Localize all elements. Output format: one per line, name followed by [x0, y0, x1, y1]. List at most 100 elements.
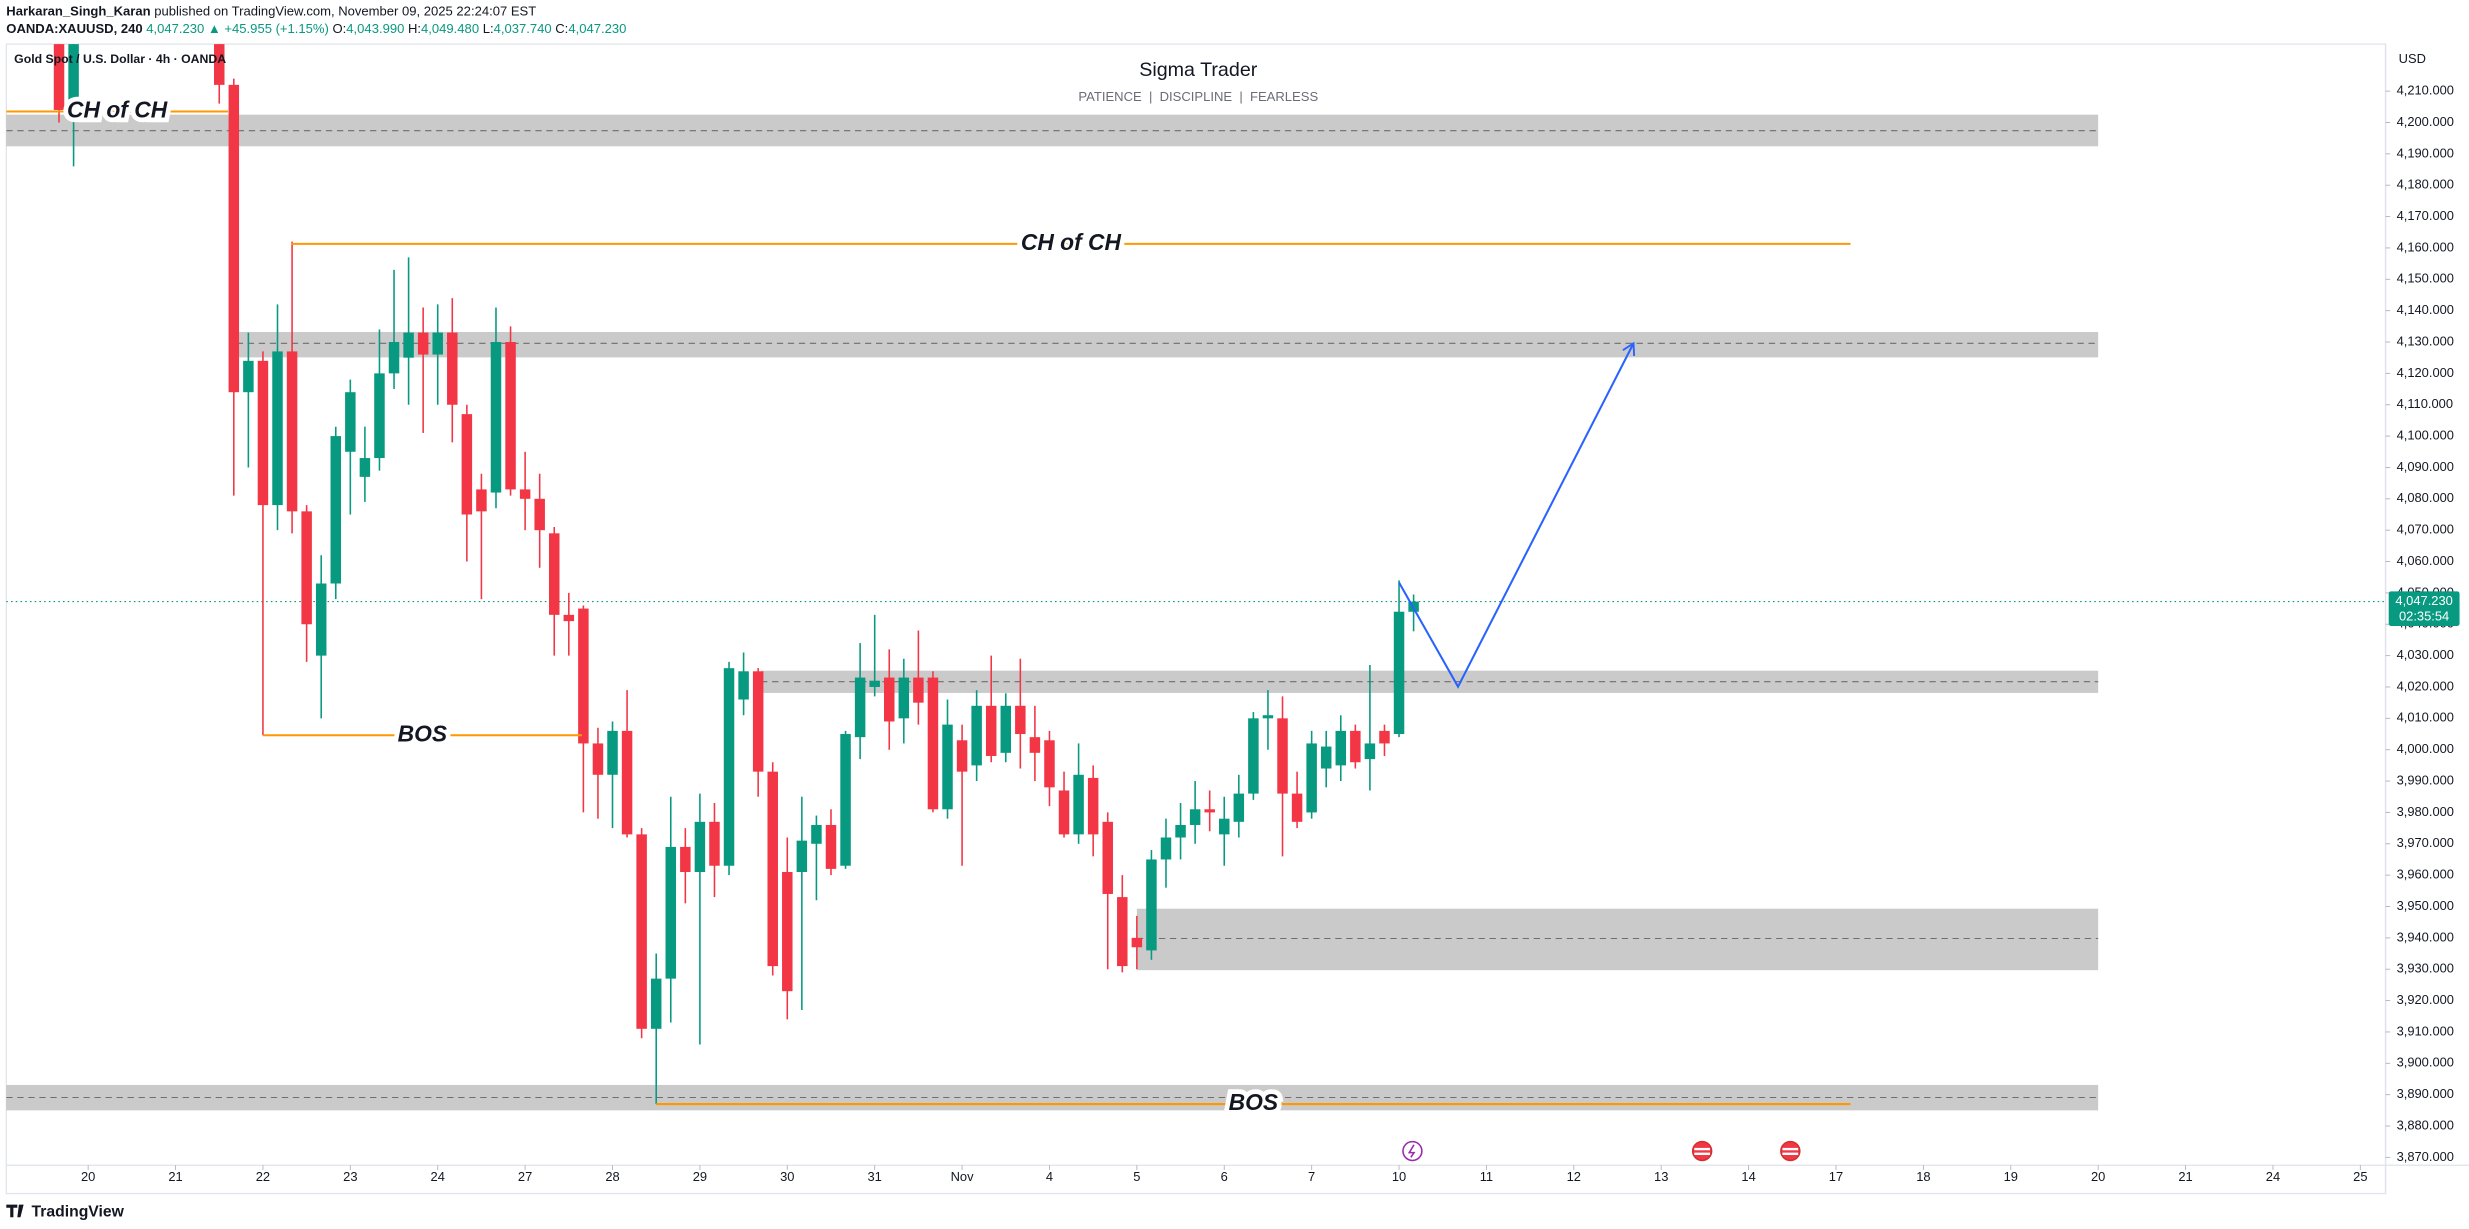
x-tick-label: 11: [1480, 1169, 1493, 1184]
candle-body: [315, 583, 327, 656]
x-tick-label: 23: [343, 1169, 357, 1184]
y-tick-label: 4,100.000: [2397, 428, 2454, 443]
x-tick-label: 10: [1392, 1169, 1406, 1184]
candle-body: [621, 730, 633, 835]
y-tick-label: 3,930.000: [2397, 961, 2454, 976]
last-price-box: [2388, 591, 2460, 626]
candle-body: [214, 44, 225, 85]
candle-body: [359, 458, 371, 477]
candle-body: [519, 489, 531, 499]
h-key: H:: [408, 21, 421, 36]
x-tick-label: 21: [2178, 1169, 2192, 1184]
flag-icon: [1782, 1147, 1799, 1151]
candle-body: [607, 730, 618, 775]
y-tick-label: 3,870.000: [2397, 1149, 2454, 1164]
x-tick-label: 28: [605, 1169, 619, 1184]
candle-body: [243, 360, 254, 393]
flag-icon: [1691, 1140, 1713, 1162]
currency: USD: [2399, 51, 2426, 66]
candle-body: [1291, 793, 1303, 822]
candle-body: [680, 846, 691, 873]
candle-body: [1087, 777, 1099, 835]
candle-body: [1044, 740, 1055, 788]
x-tick-label: 31: [868, 1169, 882, 1184]
symbol-line: OANDA:XAUUSD, 240 4,047.230 ▲ +45.955 (+…: [6, 21, 626, 36]
plot: CH of CH CH of CH BOS BOS: [6, 44, 2386, 1120]
change: ▲ +45.955 (+1.15%): [208, 21, 329, 36]
candle-body: [68, 44, 79, 110]
y-tick-label: 3,920.000: [2397, 992, 2454, 1007]
level-label: CH of CH: [1021, 229, 1122, 255]
candle-body: [1117, 897, 1128, 967]
candle-body: [898, 677, 910, 719]
candle-body: [1335, 730, 1347, 766]
o-val: 4,043.990: [346, 21, 404, 36]
x-tick-label: 4: [1046, 1169, 1053, 1184]
flag-icon: [1694, 1147, 1711, 1151]
countdown: 02:35:54: [2399, 609, 2449, 624]
candle-body: [884, 677, 895, 722]
x-tick-label: 7: [1308, 1169, 1315, 1184]
y-tick-label: 4,010.000: [2397, 710, 2454, 725]
y-tick-label: 3,900.000: [2397, 1055, 2454, 1070]
y-tick-label: 4,000.000: [2397, 741, 2454, 756]
candle-body: [330, 436, 342, 584]
y-tick-label: 4,210.000: [2397, 83, 2454, 98]
candle-body: [665, 846, 677, 979]
y-tick-label: 3,960.000: [2397, 867, 2454, 882]
x-tick-label: 30: [780, 1169, 794, 1184]
y-tick-label: 3,990.000: [2397, 772, 2454, 787]
candle-body: [1073, 774, 1084, 835]
candle-body: [534, 498, 545, 531]
candle-body: [257, 360, 269, 506]
author: Harkaran_Singh_Karan: [6, 4, 150, 19]
x-tick-label: 21: [168, 1169, 182, 1184]
y-tick-label: 4,070.000: [2397, 522, 2454, 537]
candle-body: [723, 668, 735, 866]
candle-body: [301, 511, 312, 625]
x-tick-label: 14: [1741, 1169, 1755, 1184]
y-tick-label: 3,980.000: [2397, 804, 2454, 819]
candle-body: [971, 705, 982, 766]
y-tick-label: 3,910.000: [2397, 1023, 2454, 1038]
o-key: O:: [333, 21, 347, 36]
candle-body: [53, 44, 65, 110]
symbol: OANDA:XAUUSD, 240: [6, 21, 142, 36]
y-tick-label: 3,970.000: [2397, 835, 2454, 850]
candle-body: [650, 978, 662, 1029]
flag-icon: [1780, 1140, 1801, 1162]
y-tick-label: 4,130.000: [2397, 333, 2454, 348]
x-tick-label: 18: [1916, 1169, 1930, 1184]
candle-body: [461, 414, 473, 515]
candle-body: [1015, 705, 1026, 735]
candle-body: [927, 677, 939, 810]
x-tick-label: 12: [1567, 1169, 1581, 1184]
candle-body: [286, 351, 298, 512]
candle-body: [272, 351, 283, 506]
c-key: C:: [555, 21, 568, 36]
candle-body: [1262, 715, 1274, 719]
candle-body: [825, 824, 837, 869]
l-val: 4,037.740: [494, 21, 552, 36]
x-tick-label: 6: [1221, 1169, 1228, 1184]
event-icon: [1407, 1144, 1416, 1158]
candle-body: [505, 342, 516, 490]
candle-body: [374, 373, 385, 459]
flag-icon: [1782, 1152, 1799, 1155]
y-tick-label: 4,190.000: [2397, 145, 2454, 160]
flag-icon: [1694, 1152, 1711, 1155]
x-tick-label: 20: [2091, 1169, 2105, 1184]
candle-body: [1146, 859, 1157, 951]
candle-body: [447, 332, 458, 405]
event-icons: [1402, 1140, 1801, 1162]
x-tick-label: 17: [1829, 1169, 1843, 1184]
last-price-label: 4,047.230: [2395, 593, 2452, 608]
candle-body: [985, 705, 997, 756]
candle-body: [490, 342, 502, 493]
candle-body: [1029, 737, 1041, 753]
x-tick-label: 20: [81, 1169, 95, 1184]
x-tick-label: 19: [2004, 1169, 2018, 1184]
